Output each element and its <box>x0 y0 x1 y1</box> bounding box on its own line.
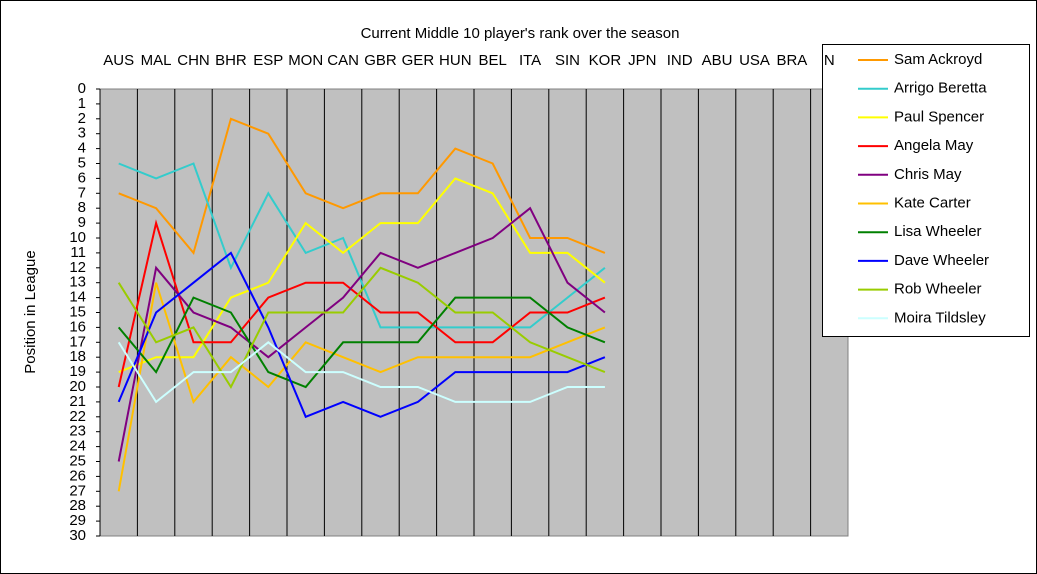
series-line <box>117 341 605 404</box>
legend-label: Chris May <box>894 166 962 183</box>
x-tick-label: AUS <box>103 52 134 69</box>
y-tick-label: 3 <box>78 125 86 142</box>
x-tick-label: USA <box>739 52 770 69</box>
x-tick-label: SIN <box>555 52 580 69</box>
legend-label: Paul Spencer <box>894 108 984 125</box>
y-tick-label: 4 <box>78 140 86 157</box>
x-tick-label: GBR <box>364 52 397 69</box>
y-tick-label: 10 <box>69 229 86 246</box>
legend-label: Arrigo Beretta <box>894 80 987 97</box>
y-tick-label: 11 <box>70 244 86 261</box>
legend-label: Dave Wheeler <box>894 252 989 269</box>
x-tick-label: ABU <box>702 52 733 69</box>
x-tick-label: MON <box>288 52 323 69</box>
y-tick-label: 5 <box>78 154 86 171</box>
legend-label: Lisa Wheeler <box>894 223 982 240</box>
legend-label: Moira Tildsley <box>894 309 986 326</box>
y-tick-label: 13 <box>69 274 86 291</box>
series-line <box>118 177 606 374</box>
series-line <box>117 296 606 389</box>
legend-label: Angela May <box>894 137 974 154</box>
y-tick-label: 2 <box>78 110 86 127</box>
x-tick-label: MAL <box>141 52 172 69</box>
y-axis-label: Position in League <box>22 250 39 373</box>
x-tick-label: N <box>824 52 835 69</box>
y-tick-label: 24 <box>69 438 86 455</box>
y-tick-label: 21 <box>69 393 86 410</box>
y-tick-label: 15 <box>69 303 86 320</box>
series-line <box>117 266 606 390</box>
y-tick-label: 27 <box>69 482 86 499</box>
x-tick-label: CAN <box>327 52 359 69</box>
x-tick-label: BRA <box>776 52 807 69</box>
y-tick-label: 8 <box>78 199 86 216</box>
x-tick-label: JPN <box>628 52 656 69</box>
x-tick-label: BHR <box>215 52 247 69</box>
y-tick-label: 17 <box>69 333 86 350</box>
y-tick-label: 16 <box>69 318 86 335</box>
series-line <box>117 251 606 419</box>
series-line <box>117 206 606 462</box>
y-tick-label: 26 <box>69 467 86 484</box>
chart-title: Current Middle 10 player's rank over the… <box>361 25 680 42</box>
series-line <box>117 282 606 492</box>
series-line <box>117 219 606 388</box>
legend-label: Sam Ackroyd <box>894 51 982 68</box>
y-tick-label: 29 <box>69 512 86 529</box>
x-tick-label: BEL <box>479 52 507 69</box>
y-tick-label: 23 <box>69 423 86 440</box>
y-tick-label: 19 <box>69 363 86 380</box>
x-tick-label: CHN <box>177 52 210 69</box>
legend-label: Rob Wheeler <box>894 281 982 298</box>
x-tick-label: IND <box>667 52 693 69</box>
x-tick-label: KOR <box>589 52 622 69</box>
y-tick-label: 30 <box>69 527 86 544</box>
y-tick-label: 25 <box>69 452 86 469</box>
y-tick-label: 20 <box>69 378 86 395</box>
y-tick-label: 12 <box>69 259 86 276</box>
legend-box <box>822 44 1030 337</box>
x-tick-label: ESP <box>253 52 283 69</box>
y-tick-label: 9 <box>78 214 86 231</box>
y-tick-label: 28 <box>69 497 86 514</box>
x-tick-label: GER <box>402 52 435 69</box>
y-tick-label: 22 <box>69 408 86 425</box>
y-tick-label: 7 <box>78 184 86 201</box>
x-tick-label: HUN <box>439 52 472 69</box>
y-tick-label: 14 <box>69 289 86 306</box>
legend-label: Kate Carter <box>894 194 971 211</box>
series-line <box>118 162 606 329</box>
y-tick-label: 6 <box>78 169 86 186</box>
x-tick-label: ITA <box>519 52 541 69</box>
series-line <box>118 117 606 255</box>
y-tick-label: 18 <box>69 348 86 365</box>
y-tick-label: 1 <box>78 95 86 112</box>
y-tick-label: 0 <box>78 80 86 97</box>
